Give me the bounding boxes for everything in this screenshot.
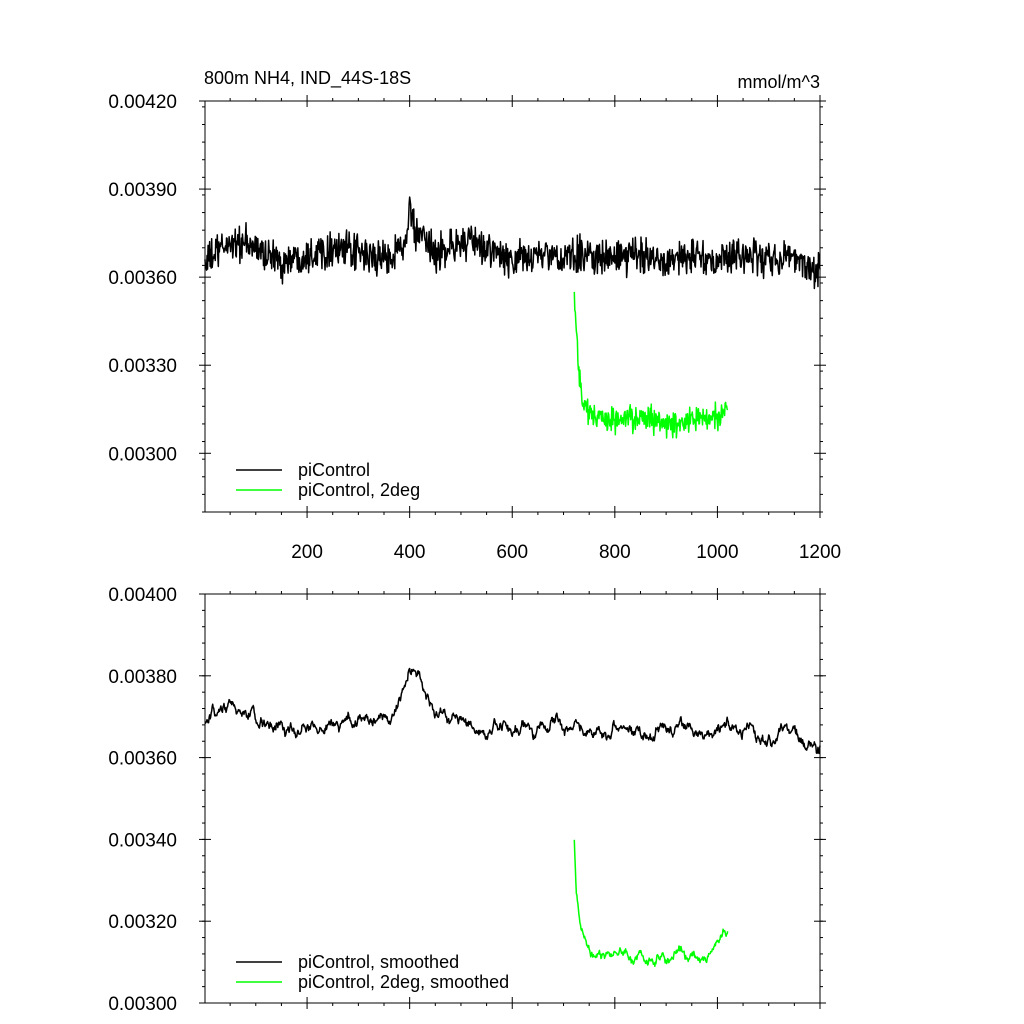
legend-label-1: piControl (298, 460, 370, 480)
plot-frame (204, 100, 821, 513)
top-panel: 0.00300 0.00330 0.00360 0.00390 0.00420 200 40… (108, 92, 841, 563)
series-line-2 (573, 839, 729, 968)
y-tick-label: 0.00320 (108, 912, 177, 933)
series-line-1 (204, 667, 821, 755)
y-tick-label: 0.00300 (108, 994, 177, 1015)
x-tick-label: 600 (496, 542, 528, 563)
legend-label-2: piControl, 2deg (298, 480, 420, 500)
y-tick-label: 0.00400 (108, 585, 177, 606)
legend-label-2: piControl, 2deg, smoothed (298, 972, 509, 992)
x-tick-label: 1000 (696, 542, 738, 563)
figure-units: mmol/m^3 (738, 72, 820, 92)
series-line-1 (204, 196, 821, 290)
y-tick-label: 0.00340 (108, 830, 177, 851)
x-tick-label: 1200 (799, 542, 841, 563)
y-tick-label: 0.00360 (108, 268, 177, 289)
plot-frame (204, 593, 821, 1004)
y-tick-label: 0.00390 (108, 180, 177, 201)
legend-label-1: piControl, smoothed (298, 952, 459, 972)
y-tick-label: 0.00360 (108, 749, 177, 770)
figure-title: 800m NH4, IND_44S-18S (204, 68, 411, 89)
y-tick-label: 0.00300 (108, 444, 177, 465)
series-line-2 (573, 291, 729, 439)
y-tick-label: 0.00380 (108, 667, 177, 688)
x-tick-label: 800 (599, 542, 631, 563)
x-tick-label: 200 (291, 542, 323, 563)
bottom-panel: 0.00300 0.00320 0.00340 0.00360 0.00380 0.004… (108, 585, 826, 1015)
x-tick-label: 400 (394, 542, 426, 563)
y-tick-label: 0.00330 (108, 356, 177, 377)
y-tick-label: 0.00420 (108, 92, 177, 113)
